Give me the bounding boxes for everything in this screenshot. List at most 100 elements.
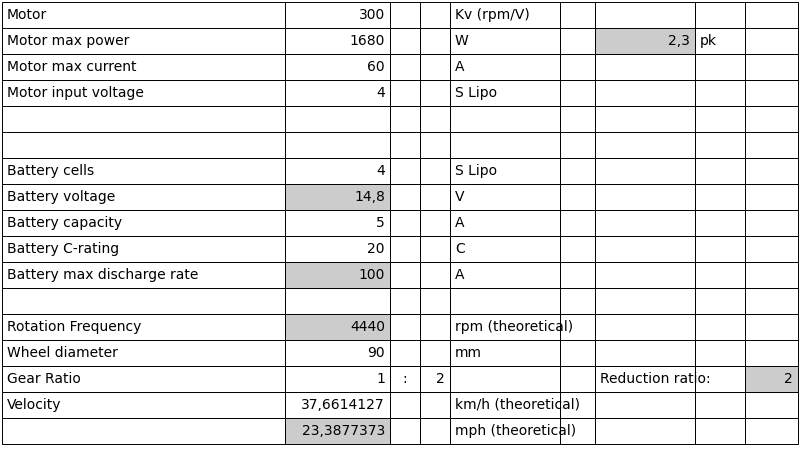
Bar [390,28,420,54]
Bar [560,80,595,106]
Bar [450,210,560,236]
Bar [560,210,595,236]
Bar [745,262,798,288]
Bar [2,236,285,262]
Bar [560,54,595,80]
Bar [420,340,450,366]
Text: 100: 100 [358,268,385,282]
Bar [390,80,420,106]
Bar [595,314,695,340]
Bar [695,288,745,314]
Text: 90: 90 [367,346,385,360]
Bar [420,392,450,418]
Bar [285,262,390,288]
Bar [695,210,745,236]
Text: 1: 1 [376,372,385,386]
Bar [390,340,420,366]
Bar [450,262,560,288]
Bar [560,132,595,158]
Text: C: C [455,242,465,256]
Bar [560,288,595,314]
Bar [390,418,420,444]
Bar [420,288,450,314]
Bar [390,366,420,392]
Bar [420,28,450,54]
Bar [595,288,695,314]
Bar [420,132,450,158]
Bar [450,418,560,444]
Text: S Lipo: S Lipo [455,86,497,100]
Bar [695,54,745,80]
Text: 14,8: 14,8 [354,190,385,204]
Text: Motor max current: Motor max current [7,60,137,74]
Text: S Lipo: S Lipo [455,164,497,178]
Bar [420,210,450,236]
Bar [285,314,390,340]
Bar [695,366,745,392]
Bar [2,366,285,392]
Bar [595,210,695,236]
Bar [450,366,560,392]
Bar [285,80,390,106]
Bar [2,158,285,184]
Bar [450,184,560,210]
Text: km/h (theoretical): km/h (theoretical) [455,398,580,412]
Bar [2,418,285,444]
Bar [450,54,560,80]
Text: 2: 2 [784,372,793,386]
Bar [595,80,695,106]
Bar [390,314,420,340]
Bar [595,366,695,392]
Bar [2,392,285,418]
Bar [2,132,285,158]
Bar [745,340,798,366]
Bar [745,210,798,236]
Bar [390,210,420,236]
Bar [745,288,798,314]
Bar [450,2,560,28]
Bar [450,236,560,262]
Bar [390,158,420,184]
Bar [560,106,595,132]
Bar [390,392,420,418]
Text: 60: 60 [367,60,385,74]
Bar [2,2,285,28]
Bar [450,106,560,132]
Bar [595,418,695,444]
Bar [450,28,560,54]
Bar [745,418,798,444]
Bar [285,418,390,444]
Bar [695,106,745,132]
Bar [560,28,595,54]
Bar [420,366,450,392]
Bar [285,184,390,210]
Bar [695,184,745,210]
Bar [285,158,390,184]
Bar [695,262,745,288]
Bar [390,184,420,210]
Bar [595,184,695,210]
Bar [390,132,420,158]
Bar [420,314,450,340]
Bar [285,392,390,418]
Bar [450,158,560,184]
Bar [2,288,285,314]
Bar [420,236,450,262]
Bar [2,106,285,132]
Bar [560,314,595,340]
Bar [745,158,798,184]
Text: 2: 2 [436,372,445,386]
Text: Motor input voltage: Motor input voltage [7,86,144,100]
Text: 1680: 1680 [350,34,385,48]
Bar [285,236,390,262]
Bar [745,106,798,132]
Bar [595,392,695,418]
Bar [285,28,390,54]
Text: mm: mm [455,346,482,360]
Bar [595,106,695,132]
Text: 5: 5 [376,216,385,230]
Bar [450,340,560,366]
Text: :: : [402,372,407,386]
Bar [695,314,745,340]
Bar [450,392,560,418]
